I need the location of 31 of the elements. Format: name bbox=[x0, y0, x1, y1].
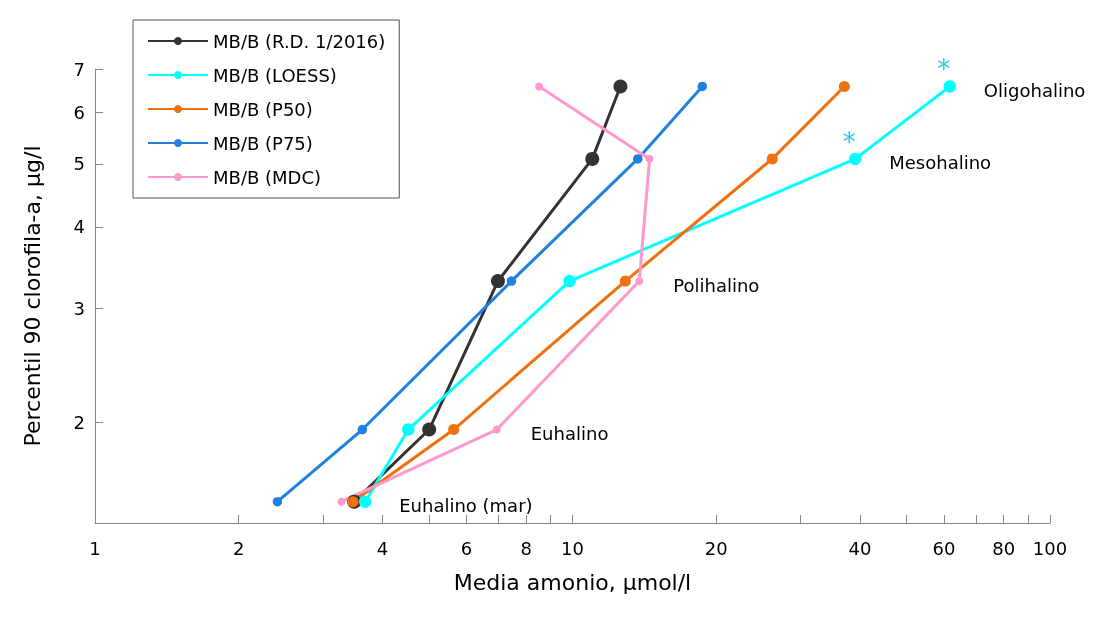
x-tick-label: 10 bbox=[561, 537, 584, 559]
legend-label: MB/B (P50) bbox=[213, 98, 313, 120]
annotation: Oligohalino bbox=[983, 79, 1086, 101]
x-tick-label: 20 bbox=[704, 537, 728, 559]
legend-label: MB/B (R.D. 1/2016) bbox=[213, 30, 386, 52]
legend-label: MB/B (MDC) bbox=[213, 166, 322, 188]
y-axis-title: Percentil 90 clorofila-a, µg/l bbox=[19, 145, 45, 447]
y-tick-label: 5 bbox=[73, 153, 85, 175]
x-tick-label: 60 bbox=[932, 537, 956, 559]
x-tick-label: 80 bbox=[992, 537, 1016, 559]
annotation: Euhalino (mar) bbox=[399, 495, 533, 517]
x-tick-label: 4 bbox=[376, 537, 389, 559]
y-tick-label: 3 bbox=[73, 297, 85, 319]
annotation: Polihalino bbox=[673, 274, 760, 296]
x-tick-label: 2 bbox=[233, 537, 245, 559]
x-axis-title: Media amonio, µmol/l bbox=[453, 569, 692, 595]
x-tick-label: 100 bbox=[1032, 537, 1068, 559]
x-tick-label: 1 bbox=[89, 537, 101, 559]
legend-label: MB/B (P75) bbox=[213, 132, 313, 154]
annotation: Euhalino bbox=[530, 423, 609, 445]
legend-label: MB/B (LOESS) bbox=[213, 64, 337, 86]
annotation: Mesohalino bbox=[889, 152, 992, 174]
y-tick-label: 4 bbox=[73, 216, 85, 238]
y-tick-label: 6 bbox=[73, 101, 85, 123]
annotation: * bbox=[937, 54, 951, 85]
x-tick-label: 40 bbox=[848, 537, 872, 559]
x-tick-label: 8 bbox=[520, 537, 532, 559]
x-tick-label: 6 bbox=[460, 537, 473, 559]
y-tick-label: 2 bbox=[73, 411, 85, 433]
annotation: * bbox=[842, 126, 856, 157]
y-tick-label: 7 bbox=[73, 58, 85, 80]
